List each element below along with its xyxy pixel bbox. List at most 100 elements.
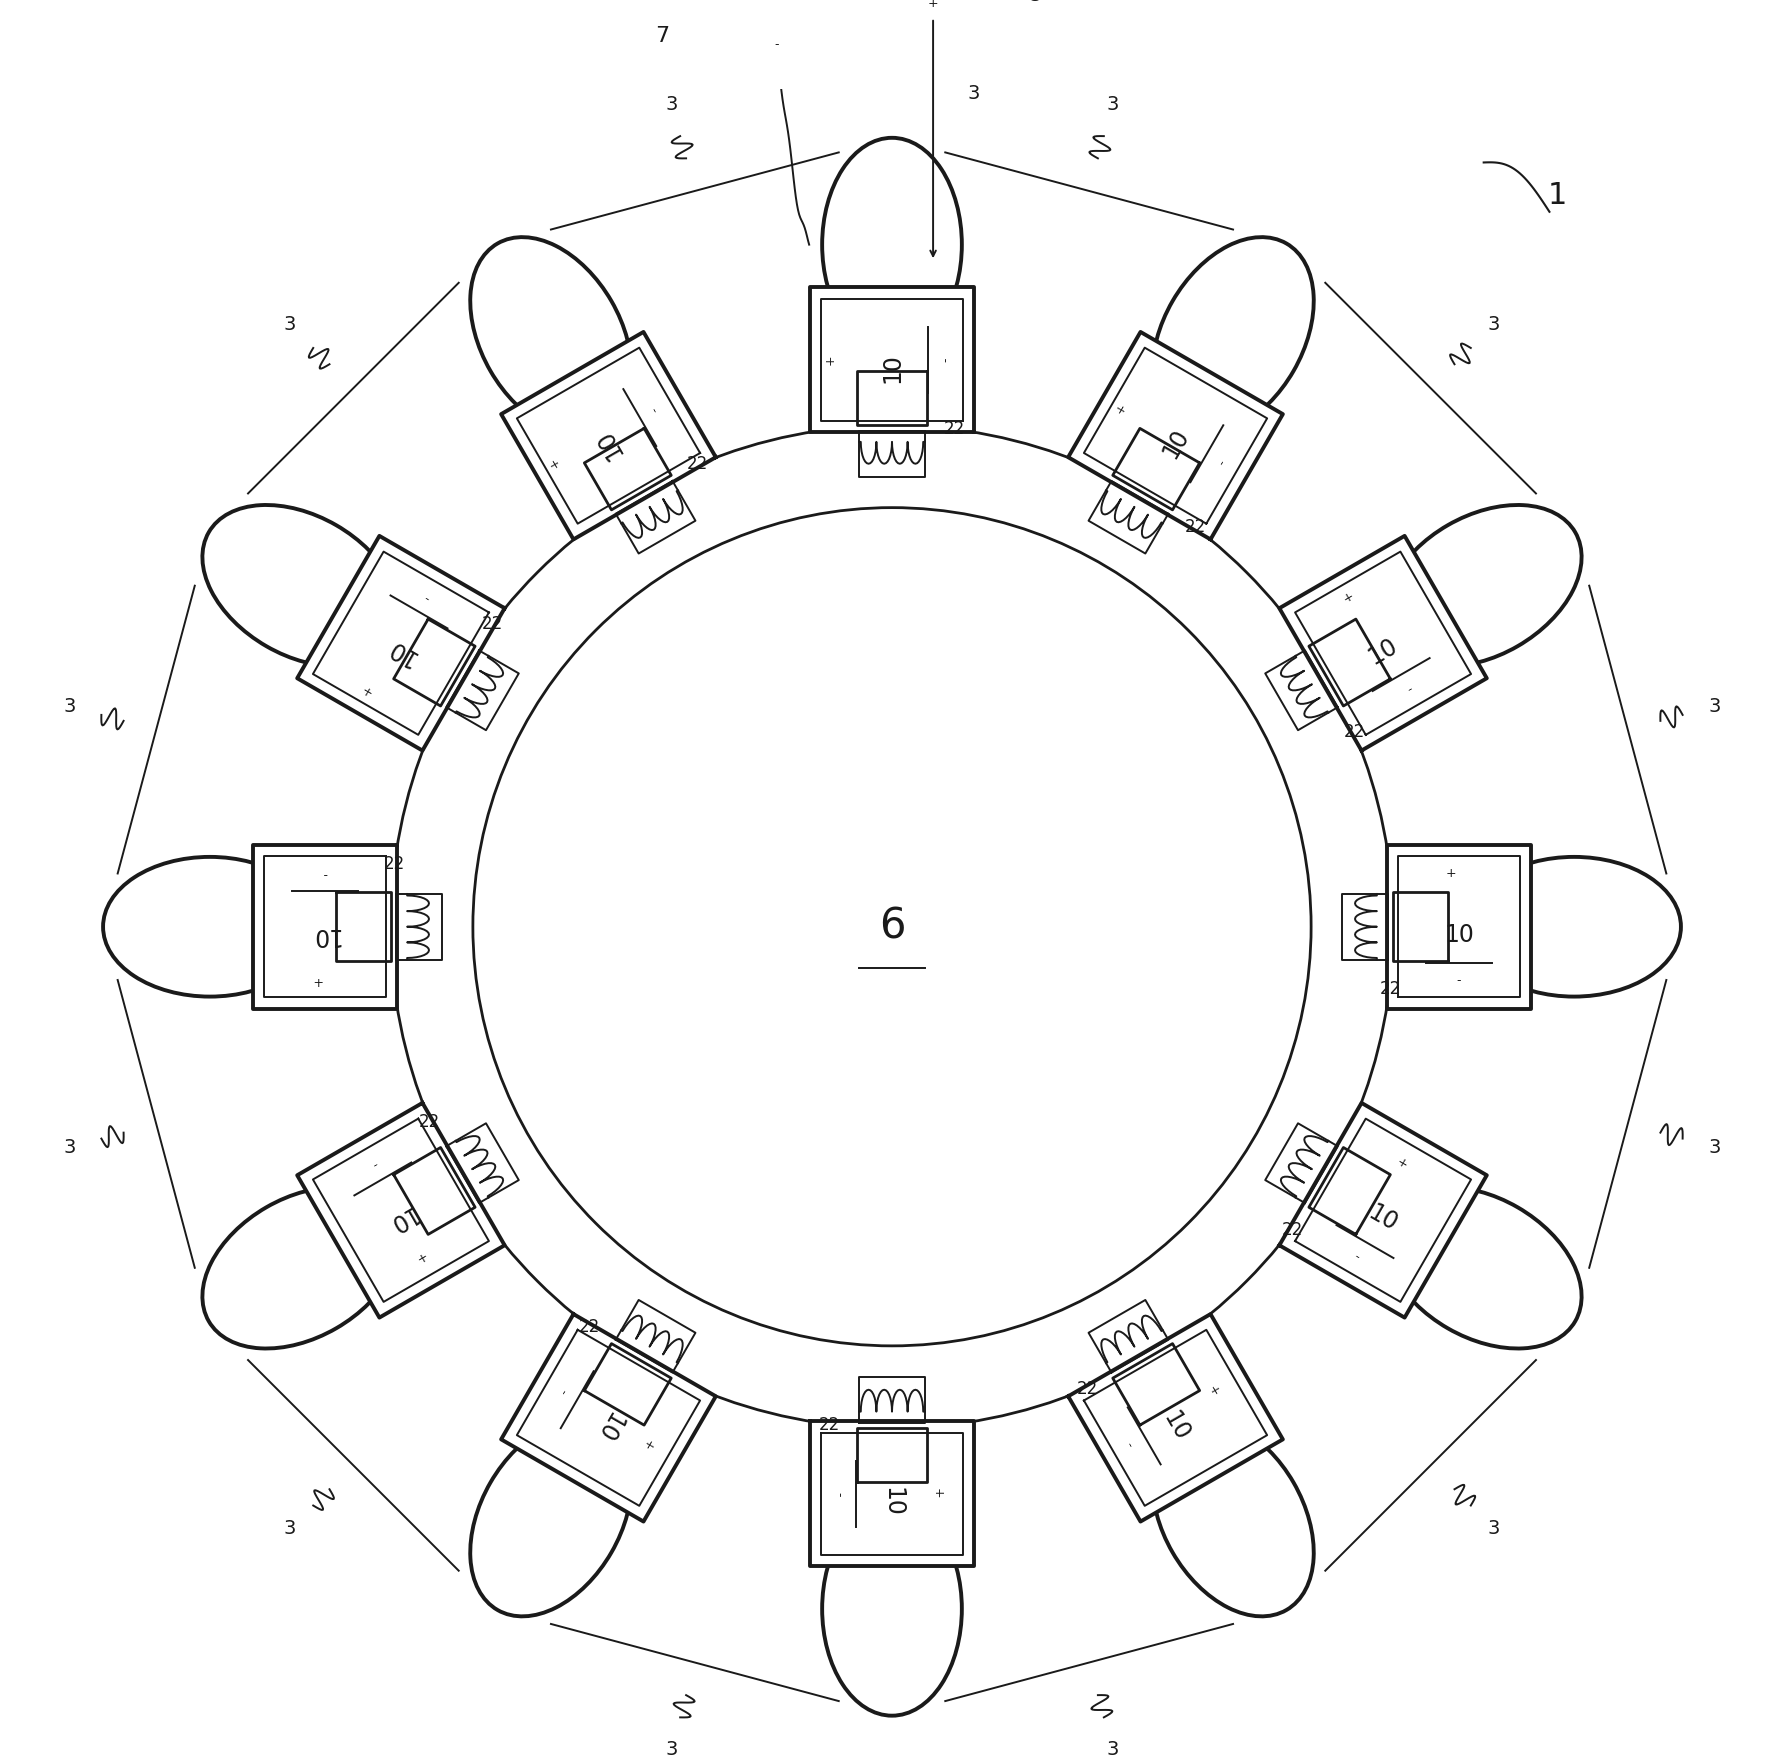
- Polygon shape: [1309, 618, 1390, 706]
- Text: +: +: [824, 355, 837, 365]
- Text: 22: 22: [1343, 722, 1365, 741]
- Text: 3: 3: [665, 95, 678, 114]
- Text: 10: 10: [591, 425, 626, 462]
- Polygon shape: [1279, 536, 1486, 750]
- Text: 10: 10: [382, 634, 419, 669]
- Text: -: -: [648, 404, 662, 415]
- Text: 10: 10: [1365, 634, 1402, 669]
- Ellipse shape: [1384, 1188, 1582, 1348]
- Text: 7: 7: [655, 26, 669, 46]
- Text: 10: 10: [1365, 1200, 1402, 1237]
- Text: +: +: [928, 0, 938, 9]
- Polygon shape: [585, 429, 671, 510]
- Polygon shape: [1386, 845, 1531, 1009]
- Text: 22: 22: [384, 856, 405, 873]
- Polygon shape: [501, 332, 715, 539]
- Polygon shape: [501, 1314, 715, 1522]
- Text: +: +: [1445, 866, 1456, 880]
- Polygon shape: [298, 536, 505, 750]
- Text: +: +: [1393, 1156, 1409, 1172]
- Ellipse shape: [822, 137, 962, 351]
- Polygon shape: [858, 1428, 926, 1483]
- Text: +: +: [412, 1247, 426, 1265]
- Circle shape: [621, 655, 1163, 1198]
- Text: 22: 22: [1379, 980, 1400, 998]
- Text: 10: 10: [1443, 922, 1474, 947]
- Text: +: +: [1340, 589, 1356, 604]
- Text: -: -: [1350, 1249, 1361, 1263]
- Text: +: +: [639, 1437, 655, 1453]
- Text: 22: 22: [1281, 1221, 1302, 1239]
- Text: 3: 3: [969, 84, 981, 104]
- Polygon shape: [1113, 1344, 1199, 1425]
- Text: +: +: [1206, 1383, 1222, 1399]
- Text: 3: 3: [1106, 1739, 1119, 1757]
- Text: 3: 3: [1488, 1520, 1500, 1539]
- Text: 22: 22: [1185, 518, 1206, 536]
- Polygon shape: [1393, 893, 1447, 961]
- Polygon shape: [810, 288, 974, 432]
- Text: 10: 10: [382, 1200, 419, 1237]
- Text: -: -: [1215, 457, 1229, 467]
- Text: 3: 3: [1488, 315, 1500, 334]
- Text: 3: 3: [1106, 95, 1119, 114]
- Text: 10: 10: [880, 353, 904, 383]
- Text: -: -: [938, 357, 953, 362]
- Text: -: -: [1404, 683, 1415, 696]
- Text: 3: 3: [1709, 698, 1720, 715]
- Polygon shape: [1309, 1147, 1390, 1235]
- Text: 3: 3: [64, 1137, 75, 1156]
- Text: 10: 10: [1158, 1407, 1193, 1444]
- Text: 22: 22: [482, 615, 503, 633]
- Text: -: -: [369, 1158, 380, 1170]
- Polygon shape: [253, 845, 398, 1009]
- Text: 3: 3: [1709, 1137, 1720, 1156]
- Text: 6: 6: [880, 907, 904, 947]
- Ellipse shape: [822, 1502, 962, 1715]
- Text: +: +: [931, 1488, 944, 1499]
- Text: 10: 10: [880, 1486, 904, 1516]
- Text: 1: 1: [1549, 181, 1568, 209]
- Text: 10: 10: [591, 1407, 626, 1444]
- Polygon shape: [394, 1147, 475, 1235]
- Ellipse shape: [202, 504, 400, 666]
- Circle shape: [391, 425, 1393, 1428]
- Text: 3: 3: [665, 1739, 678, 1757]
- Text: 3: 3: [284, 1520, 296, 1539]
- Text: -: -: [831, 1492, 846, 1495]
- Text: 22: 22: [419, 1112, 441, 1132]
- Text: -: -: [774, 37, 780, 51]
- Text: 3: 3: [284, 315, 296, 334]
- Polygon shape: [810, 1421, 974, 1565]
- Polygon shape: [858, 371, 926, 425]
- Text: 22: 22: [578, 1318, 599, 1335]
- Text: +: +: [1113, 401, 1129, 416]
- Ellipse shape: [202, 1188, 400, 1348]
- Polygon shape: [1113, 429, 1199, 510]
- Ellipse shape: [471, 237, 632, 436]
- Polygon shape: [585, 1344, 671, 1425]
- Text: 10: 10: [1158, 425, 1193, 462]
- Circle shape: [473, 508, 1311, 1346]
- Polygon shape: [1069, 1314, 1283, 1522]
- Text: -: -: [1122, 1439, 1136, 1450]
- Ellipse shape: [1152, 237, 1313, 436]
- Text: 8: 8: [1028, 0, 1042, 5]
- Ellipse shape: [1384, 504, 1582, 666]
- Text: 10: 10: [310, 922, 341, 947]
- Polygon shape: [337, 893, 391, 961]
- Text: 3: 3: [64, 698, 75, 715]
- Text: -: -: [555, 1386, 569, 1397]
- Text: +: +: [312, 973, 323, 987]
- Text: +: +: [546, 455, 562, 471]
- Ellipse shape: [1466, 857, 1681, 996]
- Polygon shape: [298, 1103, 505, 1318]
- Ellipse shape: [471, 1418, 632, 1616]
- Text: -: -: [1458, 973, 1461, 987]
- Text: 22: 22: [819, 1416, 840, 1434]
- Polygon shape: [394, 618, 475, 706]
- Text: -: -: [423, 590, 434, 604]
- Ellipse shape: [103, 857, 318, 996]
- Text: 22: 22: [944, 420, 965, 437]
- Text: +: +: [359, 682, 375, 698]
